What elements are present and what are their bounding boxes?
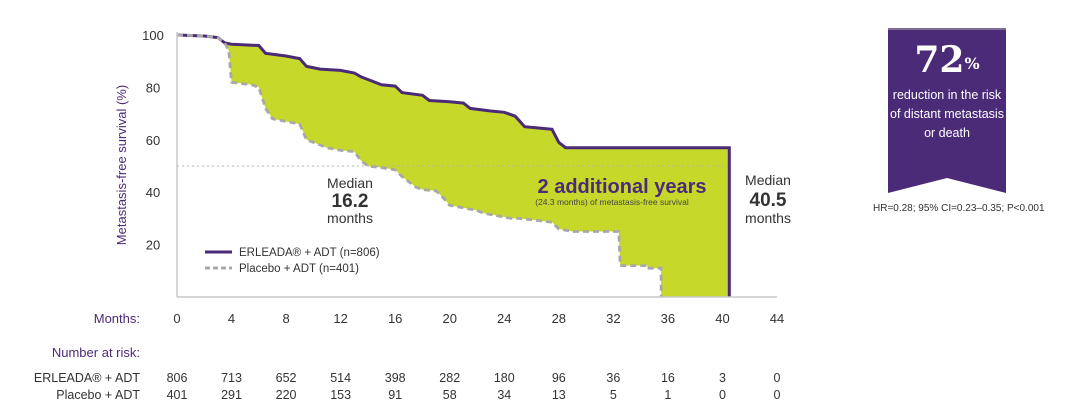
risk-cell: 282	[439, 371, 460, 385]
median-placebo-unit: months	[327, 210, 373, 226]
risk-cell: 0	[774, 371, 781, 385]
risk-row-label: ERLEADA® + ADT	[34, 371, 140, 385]
risk-cell: 291	[221, 388, 242, 402]
risk-cell: 36	[606, 371, 620, 385]
risk-cell: 806	[167, 371, 188, 385]
x-tick-label: 40	[715, 311, 729, 326]
risk-cell: 0	[774, 388, 781, 402]
x-tick-label: 28	[552, 311, 566, 326]
badge-percent: 72%	[914, 39, 980, 81]
median-placebo-label: Median	[327, 175, 373, 191]
annotation-subtitle: (24.3 months) of metastasis-free surviva…	[535, 197, 689, 207]
risk-cell: 16	[661, 371, 675, 385]
x-tick-label: 4	[228, 311, 235, 326]
x-axis-label: Months:	[94, 311, 140, 326]
median-erleada-label: Median	[745, 172, 791, 188]
risk-cell: 153	[330, 388, 351, 402]
y-tick-label: 20	[146, 238, 160, 253]
risk-row-label: Placebo + ADT	[56, 388, 140, 402]
x-tick-label: 12	[333, 311, 347, 326]
x-tick-label: 8	[282, 311, 289, 326]
x-tick-label: 32	[606, 311, 620, 326]
x-tick-label: 0	[173, 311, 180, 326]
risk-cell: 58	[443, 388, 457, 402]
risk-cell: 13	[552, 388, 566, 402]
risk-cell: 96	[552, 371, 566, 385]
risk-table-header: Number at risk:	[52, 345, 140, 360]
y-axis-label: Metastasis-free survival (%)	[114, 85, 129, 245]
risk-cell: 401	[167, 388, 188, 402]
risk-cell: 652	[276, 371, 297, 385]
badge-description: reduction in the risk of distant metasta…	[890, 88, 1004, 140]
legend-label-erleada: ERLEADA® + ADT (n=806)	[239, 247, 380, 259]
y-tick-label: 80	[146, 80, 160, 95]
x-tick-label: 44	[770, 311, 784, 326]
x-tick-label: 36	[661, 311, 675, 326]
risk-cell: 3	[719, 371, 726, 385]
x-tick-label: 24	[497, 311, 511, 326]
y-tick-label: 40	[146, 185, 160, 200]
risk-cell: 398	[385, 371, 406, 385]
risk-cell: 0	[719, 388, 726, 402]
y-tick-label: 100	[142, 28, 164, 43]
risk-cell: 514	[330, 371, 351, 385]
x-tick-label: 20	[442, 311, 456, 326]
risk-cell: 91	[388, 388, 402, 402]
median-placebo-value: 16.2	[332, 191, 369, 212]
risk-cell: 34	[497, 388, 511, 402]
risk-cell: 220	[276, 388, 297, 402]
reduction-badge	[878, 28, 1016, 193]
risk-cell: 180	[494, 371, 515, 385]
risk-cell: 1	[664, 388, 671, 402]
risk-cell: 5	[610, 388, 617, 402]
annotation-title: 2 additional years	[538, 176, 707, 198]
x-tick-label: 16	[388, 311, 402, 326]
y-tick-label: 60	[146, 133, 160, 148]
median-erleada-unit: months	[745, 210, 791, 226]
median-erleada-value: 40.5	[750, 190, 787, 211]
placebo-curve	[176, 33, 663, 297]
hazard-ratio-text: HR=0.28; 95% CI=0.23–0.35; P<0.001	[873, 203, 1045, 214]
risk-cell: 713	[221, 371, 242, 385]
legend-label-placebo: Placebo + ADT (n=401)	[239, 263, 359, 275]
erleada-curve	[176, 33, 731, 297]
